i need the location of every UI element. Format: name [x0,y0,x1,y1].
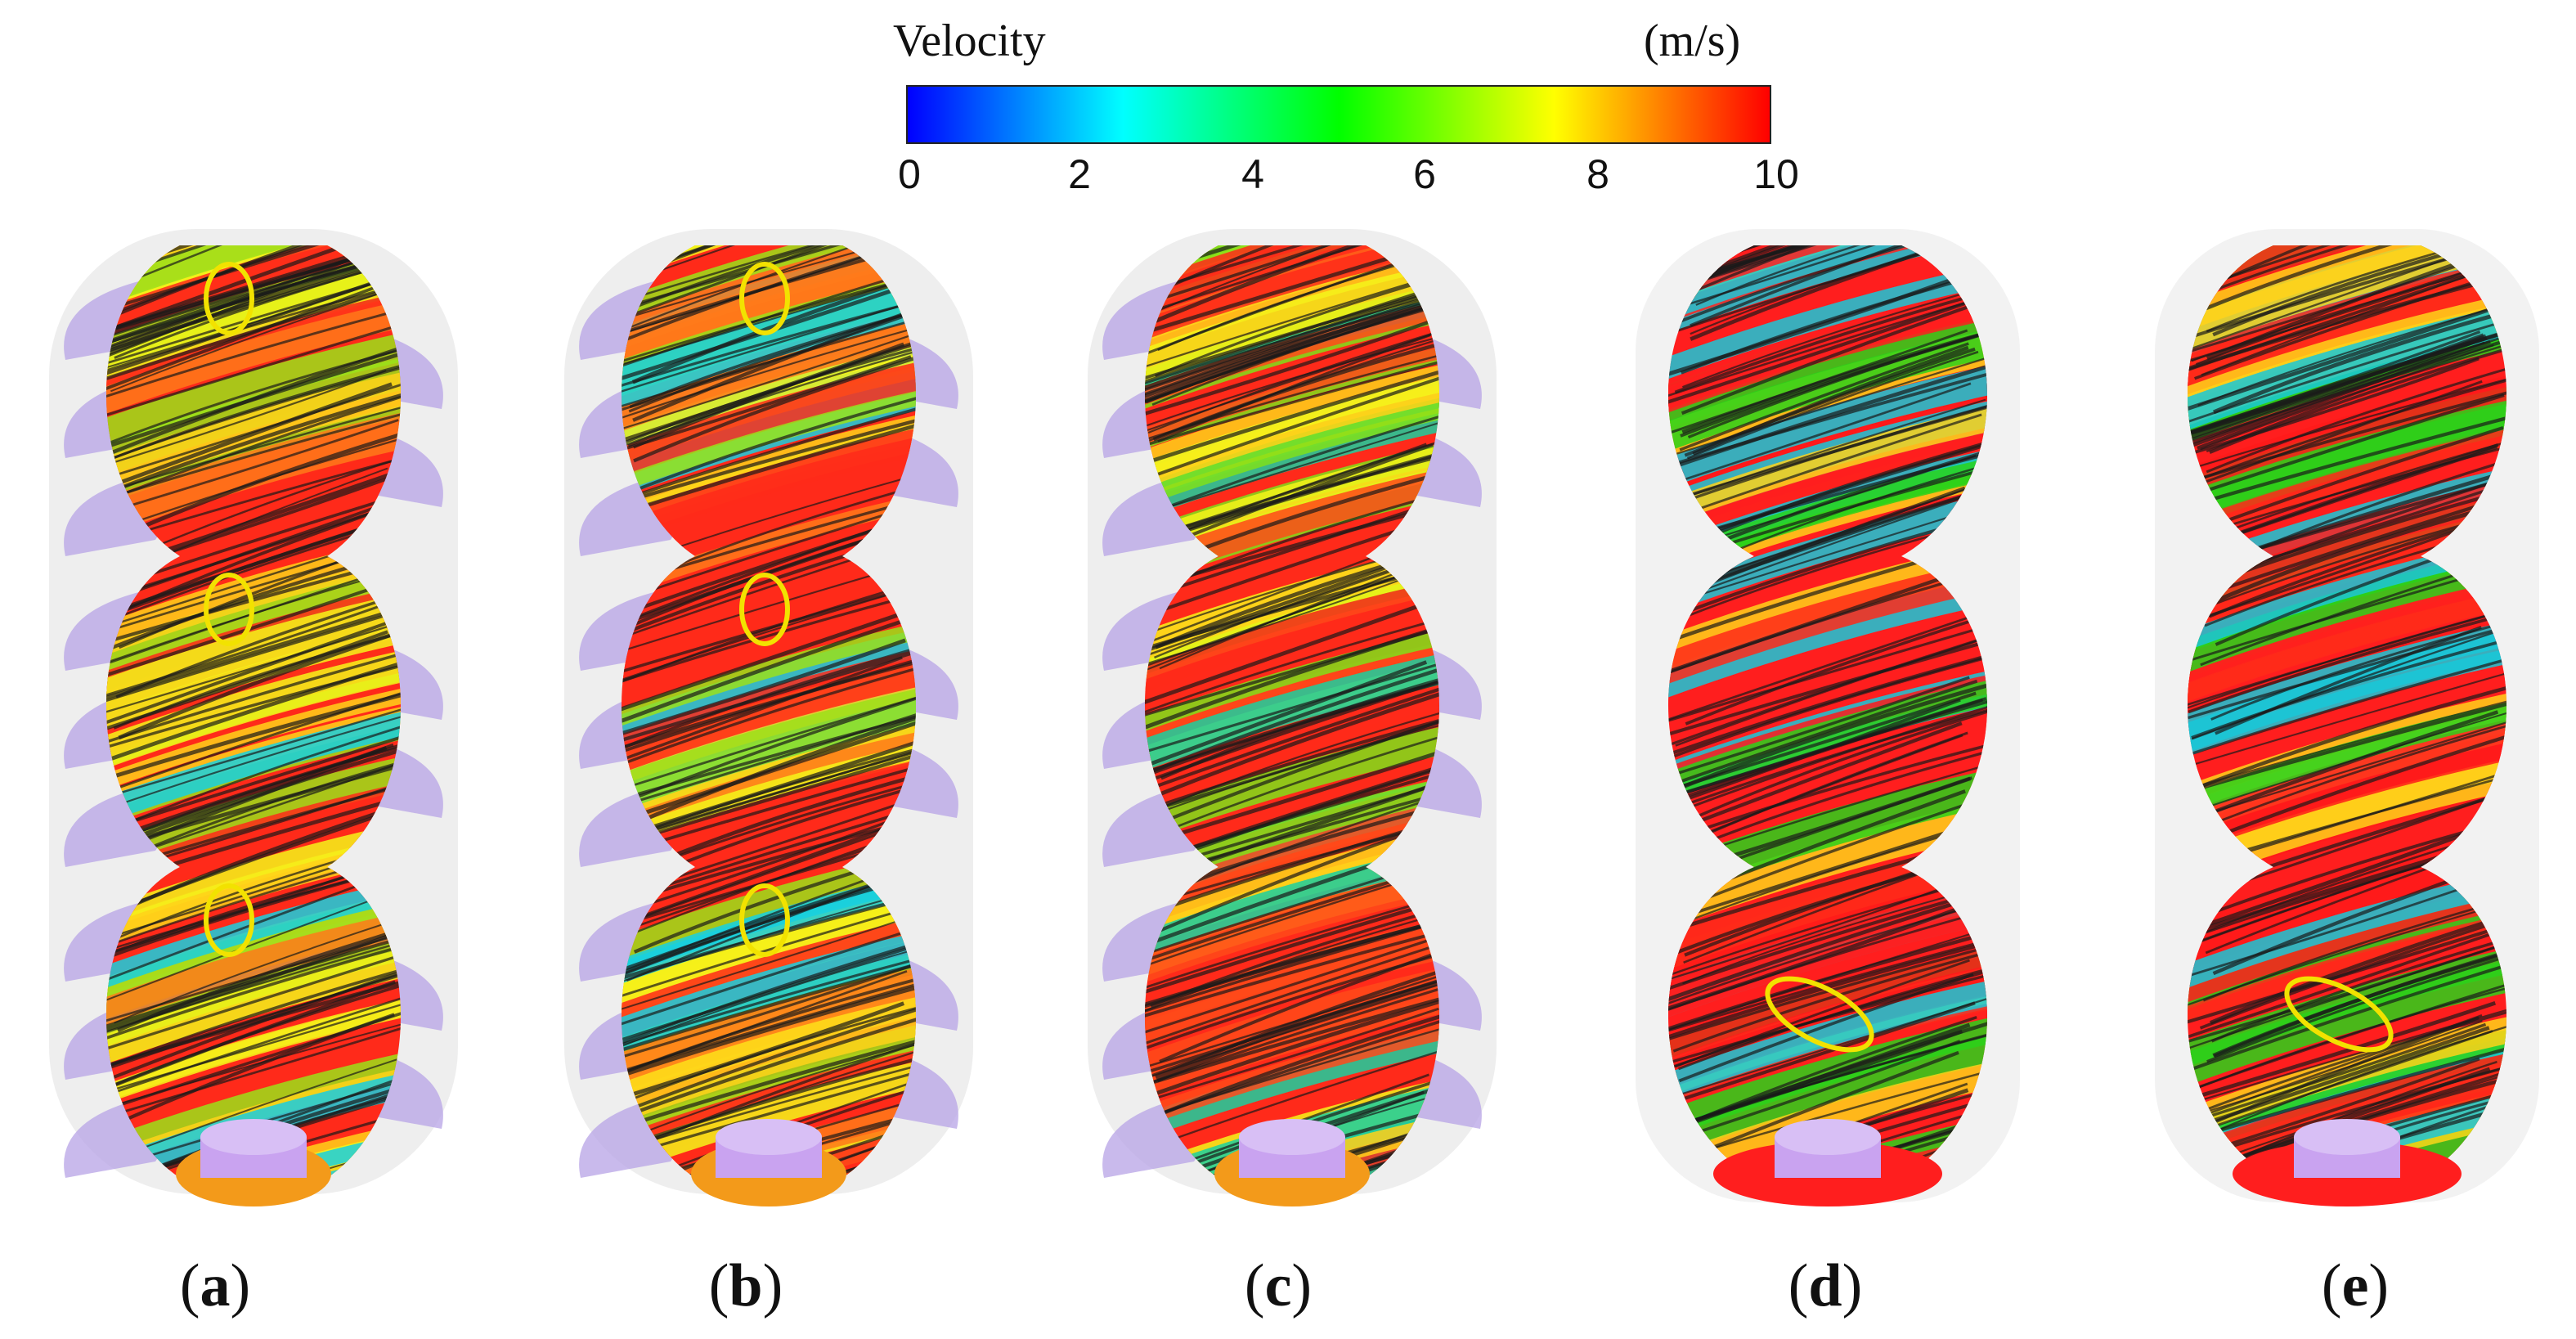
colorbar-tick-label: 4 [1241,151,1264,197]
outlet-pipe-top [1775,1119,1881,1155]
highlight-ellipse [739,573,790,646]
panel-d-flow-render [1599,213,2057,1243]
panel-label-e: (e) [2321,1252,2390,1319]
rotor-render [2155,229,2539,1206]
highlight-ellipse [2284,976,2394,1053]
panel-label-a: (a) [179,1252,251,1319]
panel-b-flow-render [540,213,998,1243]
colorbar-tick-label: 8 [1586,151,1609,197]
colorbar-tick-label: 2 [1068,151,1091,197]
panel-label-c: (c) [1244,1252,1313,1319]
colorbar-tick-label: 10 [1753,151,1799,197]
panel-a-flow-render [25,213,482,1243]
rotor-render [49,229,458,1206]
panel-label-d: (d) [1788,1252,1863,1319]
legend-unit: (m/s) [1644,16,1741,66]
highlight-ellipse [1765,976,1874,1053]
velocity-colorbar [906,85,1771,144]
outlet-pipe-top [716,1119,822,1155]
rotor-render [1636,229,2020,1206]
highlight-ellipse [204,883,254,957]
highlight-ellipse [739,262,790,335]
legend-title: Velocity [893,16,1046,66]
colorbar-tick-label: 0 [898,151,921,197]
panel-c-flow-render [1063,213,1521,1243]
panel-label-b: (b) [708,1252,783,1319]
colorbar-tick-label: 6 [1413,151,1436,197]
panel-e-flow-render [2118,213,2576,1243]
outlet-pipe-top [200,1119,307,1155]
outlet-pipe-top [2294,1119,2400,1155]
outlet-pipe-top [1239,1119,1345,1155]
highlight-ellipse [204,262,254,335]
highlight-ellipse [204,573,254,646]
rotor-render [564,229,973,1206]
highlight-ellipse [739,883,790,957]
rotor-render [1088,229,1497,1206]
